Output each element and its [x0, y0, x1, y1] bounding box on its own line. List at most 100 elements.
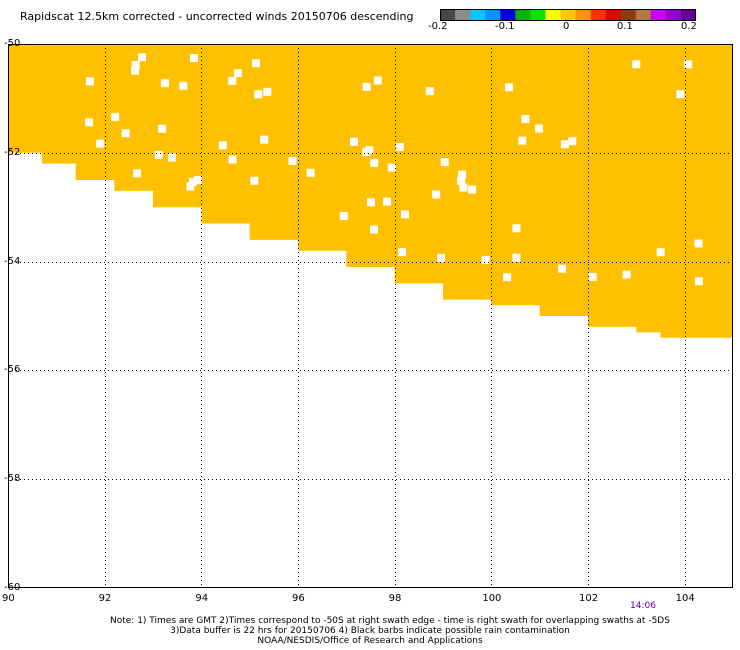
grid-lines — [8, 44, 733, 588]
missing-cell — [512, 224, 521, 233]
missing-cell — [684, 60, 693, 69]
missing-cell — [250, 176, 259, 185]
latitude-tick-label: -54 — [4, 255, 21, 267]
map-title: Rapidscat 12.5km corrected - uncorrected… — [20, 10, 414, 23]
missing-cell — [632, 60, 641, 69]
missing-cell — [350, 137, 359, 146]
missing-cell — [398, 248, 407, 257]
missing-cell — [694, 239, 703, 248]
latitude-tick-label: -58 — [4, 473, 21, 485]
longitude-tick-label: 104 — [675, 593, 695, 604]
missing-cell — [558, 264, 567, 273]
colorbar-swatch — [575, 9, 592, 21]
colorbar-swatch — [665, 9, 682, 21]
colorbar-swatch — [440, 9, 456, 21]
missing-cell — [154, 150, 163, 159]
missing-cell — [228, 155, 237, 164]
missing-cell — [137, 53, 146, 62]
wind-swath — [8, 44, 733, 338]
note-line-1: Note: 1) Times are GMT 2)Times correspon… — [110, 616, 670, 626]
longitude-tick-label: 98 — [388, 593, 402, 604]
missing-cell — [504, 83, 513, 92]
missing-cell — [362, 82, 371, 91]
missing-cell — [362, 148, 371, 157]
note-line-3: NOAA/NESDIS/Office of Research and Appli… — [257, 636, 483, 646]
colorbar-swatch — [485, 9, 501, 21]
colorbar-swatch — [620, 9, 637, 21]
colorbar-swatch — [515, 9, 531, 21]
latitude-tick-label: -50 — [4, 38, 21, 49]
colorbar-swatch — [650, 9, 667, 21]
missing-cell — [121, 129, 130, 138]
longitude-tick-label: 100 — [482, 593, 502, 604]
colorbar-swatch — [560, 9, 577, 21]
missing-cell — [459, 183, 468, 192]
missing-cell — [370, 158, 379, 167]
missing-cell — [656, 248, 665, 257]
colorbar — [440, 9, 696, 21]
missing-cell — [535, 124, 544, 133]
missing-cell — [400, 210, 409, 219]
missing-cell — [228, 77, 237, 86]
missing-cell — [521, 115, 530, 124]
missing-cell — [383, 197, 392, 206]
missing-cell — [133, 169, 142, 178]
missing-cell — [568, 137, 577, 146]
colorbar-swatch — [605, 9, 622, 21]
latitude-tick-label: -52 — [4, 146, 21, 158]
missing-cell — [111, 112, 120, 121]
longitude-tick-label: 102 — [579, 593, 599, 604]
missing-cell — [85, 118, 94, 127]
missing-cell — [457, 176, 466, 185]
missing-cell — [481, 255, 490, 264]
latitude-tick-label: -56 — [4, 364, 21, 376]
missing-cell — [193, 176, 202, 185]
colorbar-label: 0.2 — [681, 21, 697, 32]
missing-cell — [339, 212, 348, 221]
missing-cell — [425, 87, 434, 96]
colorbar-swatch — [545, 9, 561, 21]
missing-cell — [622, 270, 631, 279]
missing-cell — [167, 153, 176, 162]
colorbar-swatch — [635, 9, 652, 21]
missing-cell — [306, 168, 315, 177]
missing-cell — [676, 90, 685, 99]
missing-cell — [130, 66, 139, 75]
longitude-tick-label: 90 — [2, 593, 15, 604]
missing-cell — [158, 124, 167, 133]
missing-cell — [518, 136, 527, 145]
latitude-tick-label: -60 — [4, 582, 21, 593]
colorbar-swatch — [530, 9, 546, 21]
longitude-tick-label: 92 — [98, 593, 112, 604]
missing-cell — [96, 139, 105, 148]
missing-cell — [458, 170, 467, 179]
missing-cell — [131, 60, 140, 69]
missing-cell — [560, 140, 569, 149]
colorbar-label: -0.2 — [428, 21, 448, 32]
footnotes: Note: 1) Times are GMT 2)Times correspon… — [0, 616, 740, 646]
longitude-tick-label: 96 — [292, 593, 305, 604]
colorbar-swatch — [500, 9, 516, 21]
missing-cell — [251, 59, 260, 68]
missing-cell — [188, 177, 197, 186]
missing-cell — [218, 141, 227, 150]
missing-cell — [254, 90, 263, 99]
missing-cell — [186, 182, 195, 191]
missing-cell — [395, 142, 404, 151]
missing-cell — [436, 253, 445, 262]
colorbar-swatch — [455, 9, 471, 21]
map-frame — [8, 44, 733, 588]
missing-cell — [260, 135, 269, 144]
missing-cell — [440, 158, 449, 167]
missing-cell — [263, 87, 272, 96]
map-plot — [8, 44, 733, 588]
colorbar-swatch — [470, 9, 486, 21]
missing-cell — [512, 253, 521, 262]
swath-time-label: 14:06 — [630, 601, 656, 611]
missing-cell — [694, 277, 703, 286]
missing-cell — [85, 77, 94, 86]
missing-cell — [387, 163, 396, 172]
missing-cell — [373, 76, 382, 85]
missing-cell — [190, 54, 199, 63]
colorbar-swatch — [680, 9, 696, 21]
